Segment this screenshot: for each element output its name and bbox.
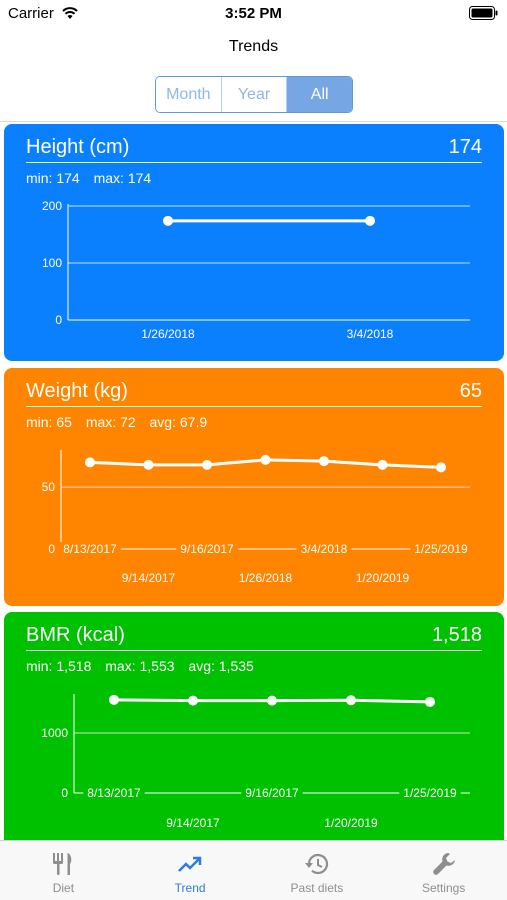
data-point: [267, 695, 277, 706]
card-stats: min: 1,518 max: 1,553 avg: 1,535: [26, 658, 264, 674]
data-point: [436, 462, 446, 473]
tab-label: Diet: [52, 881, 75, 895]
card-value: 174: [448, 136, 482, 158]
card-divider: [26, 650, 482, 651]
data-point: [143, 459, 154, 470]
height-card: 0 100 200 1/26/2018 3/4/2018 Height (cm) 174…: [4, 124, 504, 361]
stat-max: max: 72: [85, 414, 136, 430]
wrench-icon: [432, 853, 455, 875]
data-point: [260, 454, 271, 465]
y-tick-label: 0: [61, 786, 68, 800]
x-tick-label: 1/26/2018: [239, 571, 293, 585]
card-title: Weight (kg): [26, 380, 128, 402]
card-divider: [26, 406, 482, 407]
y-tick-label: 0: [55, 313, 62, 327]
tab-trend[interactable]: Trend: [127, 841, 254, 900]
segment-year[interactable]: Year: [221, 77, 288, 112]
x-tick-label: 1/20/2019: [356, 571, 410, 585]
data-point: [365, 215, 375, 226]
x-tick-label-bg: [83, 786, 145, 800]
x-tick-label: 1/26/2018: [141, 327, 195, 341]
tab-label: Past diets: [290, 881, 344, 895]
x-tick-label: 1/25/2019: [403, 786, 457, 800]
x-tick-label-bg: [399, 786, 461, 800]
period-segmented-control[interactable]: Month Year All: [155, 76, 353, 113]
x-tick-label: 9/16/2017: [180, 542, 234, 556]
card-value: 65: [459, 380, 482, 402]
data-point: [109, 694, 119, 705]
y-tick-label: 0: [48, 542, 55, 556]
stat-min: min: 65: [26, 414, 72, 430]
x-tick-label-bg: [59, 542, 121, 556]
header-divider: [0, 121, 507, 122]
history-clock-icon: [304, 853, 328, 875]
x-tick-label-bg: [296, 542, 352, 556]
tab-diet[interactable]: Diet: [0, 841, 127, 900]
x-tick-label: 9/14/2017: [166, 816, 220, 830]
card-stats: min: 65 max: 72 avg: 67.9: [26, 414, 217, 430]
wifi-icon: [61, 6, 79, 25]
tab-label: Trend: [174, 881, 206, 895]
weight-chart: 0 50 8/13/2017 9/16/2017 3/4/2018 1/25/2019 9/…: [42, 450, 472, 585]
card-title: Height (cm): [26, 136, 130, 158]
x-tick-label-bg: [176, 542, 238, 556]
tab-past-diets[interactable]: Past diets: [254, 841, 381, 900]
x-tick-label: 8/13/2017: [87, 786, 141, 800]
height-chart: 0 100 200 1/26/2018 3/4/2018: [42, 199, 470, 341]
bmr-chart: 0 1000 8/13/2017 9/16/2017 1/25/2019 9/14/201…: [41, 694, 470, 830]
status-time: 3:52 PM: [225, 5, 282, 22]
data-point: [319, 456, 329, 467]
data-point: [425, 696, 435, 707]
data-point: [377, 459, 388, 470]
tab-bar: Diet Trend Past diets Settings: [0, 840, 507, 900]
page-title: Trends: [228, 38, 279, 55]
weight-card: 0 50 8/13/2017 9/16/2017 3/4/2018 1/25/2019 9/…: [4, 368, 504, 606]
x-tick-label: 8/13/2017: [63, 542, 117, 556]
x-tick-label: 1/20/2019: [324, 816, 378, 830]
tab-settings[interactable]: Settings: [380, 841, 507, 900]
carrier-label: Carrier: [8, 5, 54, 22]
battery-icon: [469, 6, 499, 25]
stat-max: max: 1,553: [105, 658, 175, 674]
tab-label: Settings: [421, 881, 466, 895]
y-tick-label: 200: [42, 199, 62, 213]
y-tick-label: 100: [42, 256, 62, 270]
y-tick-label: 50: [42, 480, 56, 494]
status-bar: Carrier 3:52 PM: [0, 0, 507, 28]
x-tick-label: 3/4/2018: [301, 542, 348, 556]
data-point: [188, 695, 198, 706]
stat-avg: avg: 1,535: [188, 658, 254, 674]
x-tick-label: 1/25/2019: [414, 542, 468, 556]
x-tick-label: 3/4/2018: [347, 327, 394, 341]
card-value: 1,518: [431, 624, 482, 646]
x-tick-label: 9/16/2017: [245, 786, 299, 800]
card-stats: min: 174 max: 174: [26, 170, 161, 186]
data-point: [85, 457, 95, 468]
x-tick-label: 9/14/2017: [122, 571, 176, 585]
segment-month[interactable]: Month: [156, 77, 222, 112]
data-point: [163, 215, 173, 226]
stat-max: max: 174: [93, 170, 152, 186]
segment-all[interactable]: All: [287, 77, 352, 112]
fork-knife-icon: [53, 853, 72, 875]
trend-arrow-icon: [178, 856, 202, 872]
x-tick-label-bg: [410, 542, 472, 556]
stat-min: min: 174: [26, 170, 80, 186]
bmr-card: 0 1000 8/13/2017 9/16/2017 1/25/2019 9/14/201…: [4, 612, 504, 852]
card-title: BMR (kcal): [26, 624, 125, 646]
data-point: [202, 459, 212, 470]
x-tick-label-bg: [241, 786, 303, 800]
stat-avg: avg: 67.9: [149, 414, 208, 430]
data-point: [346, 695, 356, 706]
card-divider: [26, 162, 482, 163]
y-tick-label: 1000: [41, 726, 68, 740]
stat-min: min: 1,518: [26, 658, 92, 674]
